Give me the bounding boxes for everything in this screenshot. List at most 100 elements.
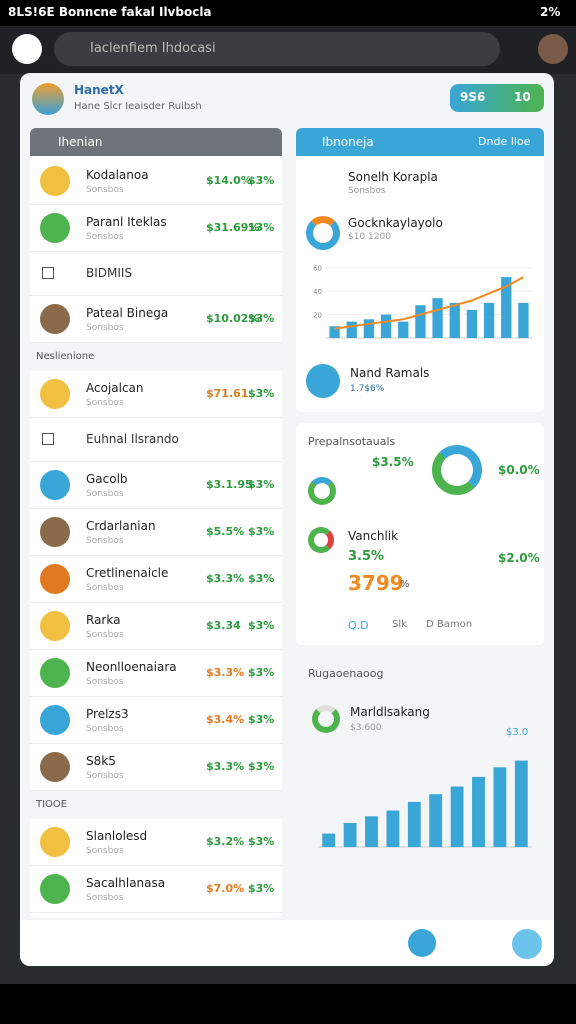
app-logo bbox=[32, 83, 64, 115]
item-sub: Sonsbos bbox=[86, 583, 124, 593]
item-sub: Sonsbos bbox=[86, 893, 124, 903]
list-item[interactable]: Acojalcan Sonsbos $71.61 $3% bbox=[30, 371, 282, 418]
list-item[interactable]: S8k5 Sonsbos $3.3% $3% bbox=[30, 744, 282, 791]
item-sub: Sonsbos bbox=[348, 186, 386, 196]
item-value: $3.3% bbox=[206, 760, 245, 773]
item-value: $5.5% bbox=[206, 525, 245, 538]
right-action[interactable]: Dnde Iloe bbox=[478, 135, 531, 148]
nav-row[interactable]: Euhnal Ilsrando bbox=[30, 418, 282, 462]
item-pct: $3% bbox=[248, 666, 275, 679]
avatar[interactable] bbox=[538, 34, 568, 64]
item-pct: $3% bbox=[248, 619, 275, 632]
item-sub: Sonsbos bbox=[86, 489, 124, 499]
search-box[interactable]: Iaclenfiem Ihdocasi bbox=[54, 32, 500, 66]
donut bbox=[308, 477, 336, 505]
nav-label: BIDMIIS bbox=[86, 266, 133, 280]
section-label: TIOOE bbox=[36, 799, 68, 810]
list-item[interactable]: Pateal Binega Sonsbos $10.02% $3% bbox=[30, 296, 282, 343]
status-title: 8LS!6E Bonncne fakal Ilvbocla bbox=[8, 5, 212, 19]
fab[interactable] bbox=[408, 929, 436, 957]
item-pct: $3% bbox=[248, 387, 275, 400]
item-value: $3.34 bbox=[206, 619, 241, 632]
fab[interactable] bbox=[512, 929, 542, 959]
item-sub: Sonsbos bbox=[86, 630, 124, 640]
item-value: $10.02% bbox=[206, 312, 260, 325]
item-name: Crdarlanian bbox=[86, 519, 156, 533]
donut bbox=[432, 445, 482, 495]
item-icon bbox=[40, 827, 70, 857]
right-title: Ibnoneja bbox=[322, 135, 374, 149]
item-icon bbox=[40, 564, 70, 594]
item-pct: $3% bbox=[248, 312, 275, 325]
item-icon bbox=[40, 304, 70, 334]
list-item[interactable]: Crdarlanian Sonsbos $5.5% $3% bbox=[30, 509, 282, 556]
list-item[interactable]: Prelzs3 Sonsbos $3.4% $3% bbox=[30, 697, 282, 744]
stat: $3.5% bbox=[372, 455, 414, 469]
badge[interactable]: 9S6 10 bbox=[450, 84, 544, 112]
item-sub: Sonsbos bbox=[86, 677, 124, 687]
item-name: Gocknkaylayolo bbox=[348, 216, 443, 230]
item-icon bbox=[40, 611, 70, 641]
item-name: S8k5 bbox=[86, 754, 116, 768]
item-value: $14.0% bbox=[206, 174, 252, 187]
list-item[interactable]: Gacolb Sonsbos $3.1.95 $3% bbox=[30, 462, 282, 509]
bar bbox=[346, 321, 357, 338]
section-label: Neslienione bbox=[36, 351, 95, 362]
badge-count: 10 bbox=[514, 90, 531, 104]
search-placeholder: Iaclenfiem Ihdocasi bbox=[90, 41, 216, 56]
stat: $0.0% bbox=[498, 463, 540, 477]
footer-link[interactable]: Slk bbox=[392, 619, 407, 630]
list-item[interactable]: Kodalanoa Sonsbos $14.0% $3% bbox=[30, 158, 282, 205]
item-sub: $3.600 bbox=[350, 723, 382, 733]
card-title: Prepalnsotauals bbox=[308, 435, 396, 448]
left-header: Ihenian bbox=[30, 128, 282, 156]
nav-icon bbox=[42, 433, 54, 445]
unit: % bbox=[400, 579, 410, 590]
item-value: $3.3% bbox=[206, 572, 245, 585]
item-pct: $3% bbox=[248, 572, 275, 585]
badge-text: 9S6 bbox=[460, 90, 486, 104]
bar bbox=[493, 767, 507, 847]
section-header: TIOOE bbox=[30, 791, 282, 819]
donut bbox=[306, 216, 340, 250]
trend-line bbox=[334, 276, 524, 330]
list-item[interactable]: Slanlolesd Sonsbos $3.2% $3% bbox=[30, 819, 282, 866]
item-value: $3.4% bbox=[206, 713, 245, 726]
tag: $3.0 bbox=[506, 727, 529, 738]
item-icon bbox=[40, 705, 70, 735]
item-sub: Sonsbos bbox=[86, 323, 124, 333]
bar bbox=[450, 786, 464, 847]
bar bbox=[365, 816, 378, 847]
item-name: Kodalanoa bbox=[86, 168, 149, 182]
item-pct: $3% bbox=[248, 835, 275, 848]
bar bbox=[518, 302, 529, 338]
list-item[interactable]: Sacalhlanasa Sonsbos $7.0% $3% bbox=[30, 866, 282, 913]
list-item[interactable]: Cretlinenaicle Sonsbos $3.3% $3% bbox=[30, 556, 282, 603]
nav-row[interactable]: BIDMIIS bbox=[30, 252, 282, 296]
list-item[interactable]: Neonlloenaiara Sonsbos $3.3% $3% bbox=[30, 650, 282, 697]
top-bar: Iaclenfiem Ihdocasi bbox=[0, 26, 576, 74]
item-sub: $10 1200 bbox=[348, 232, 391, 242]
item-icon bbox=[40, 874, 70, 904]
list-item[interactable]: Paranl Iteklas Sonsbos $31.69% 13% bbox=[30, 205, 282, 252]
item-name: Gacolb bbox=[86, 472, 128, 486]
bar bbox=[380, 314, 392, 338]
stat: $2.0% bbox=[498, 551, 540, 565]
item-value: $3.2% bbox=[206, 835, 245, 848]
bar bbox=[415, 305, 426, 338]
bar bbox=[386, 810, 400, 847]
item-sub: Sonsbos bbox=[86, 185, 124, 195]
section-header: Neslienione bbox=[30, 343, 282, 371]
item-pct: $3% bbox=[248, 713, 275, 726]
item-pct: $3% bbox=[248, 174, 275, 187]
item-pct: $3% bbox=[248, 525, 275, 538]
item-name: Vanchlik bbox=[348, 529, 399, 543]
footer-link[interactable]: D Bamon bbox=[426, 619, 473, 630]
item-sub: Sonsbos bbox=[86, 771, 124, 781]
y-tick-label: 60 bbox=[313, 265, 322, 273]
list-item[interactable]: Rarka Sonsbos $3.34 $3% bbox=[30, 603, 282, 650]
right-panel: Ibnoneja Dnde Iloe Sonelh Korapla Sonsbo… bbox=[296, 128, 544, 412]
footer-link[interactable]: Q.D bbox=[348, 619, 369, 632]
stat: 3.5% bbox=[348, 549, 385, 564]
logo[interactable] bbox=[12, 34, 42, 64]
